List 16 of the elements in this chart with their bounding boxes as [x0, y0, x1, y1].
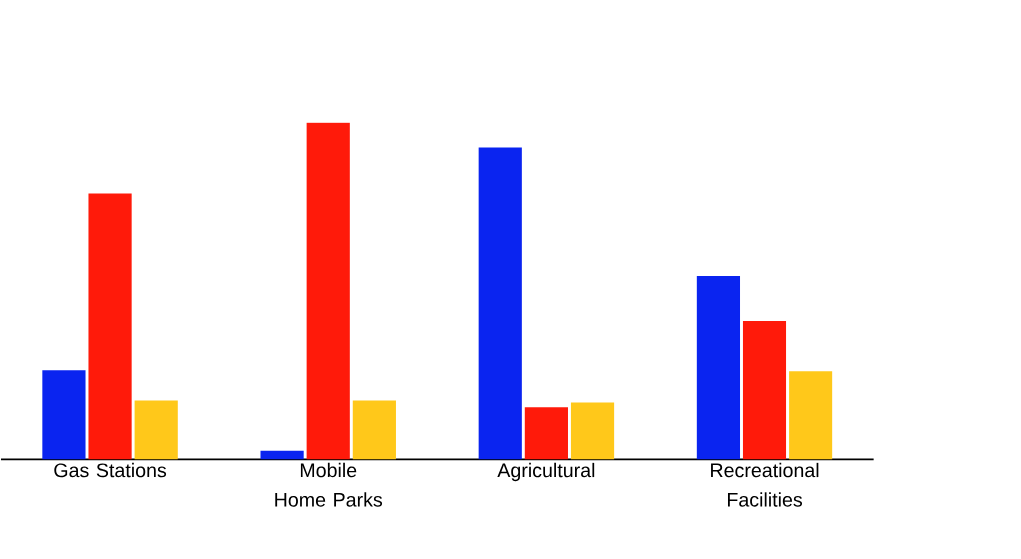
- bar: [134, 400, 178, 460]
- bar: [696, 276, 741, 460]
- bar: [570, 402, 615, 460]
- bar: [42, 370, 86, 460]
- x-tick-label: Agricultural: [497, 463, 595, 482]
- x-tick-label: Gas Stations: [54, 463, 167, 478]
- bar: [352, 400, 396, 460]
- x-tick-label: Recreational Facilities: [711, 463, 819, 507]
- x-tick-label: Mobile Home Parks: [275, 463, 383, 507]
- bar: [306, 123, 350, 460]
- bar: [742, 321, 787, 460]
- bar: [88, 193, 132, 460]
- bar: [524, 407, 568, 460]
- bar: [260, 450, 304, 460]
- bar: [478, 147, 522, 460]
- bar: [789, 371, 833, 460]
